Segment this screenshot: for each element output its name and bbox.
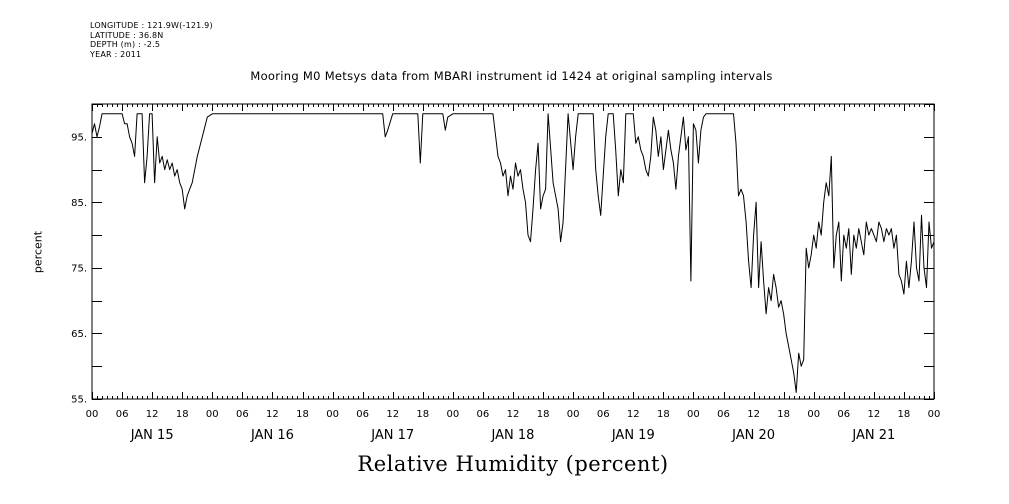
x-axis-ticks: 00 06 12 18 00 06 12 18 00 06 12 18 00 06 12 18 00 06 12 18… [86, 104, 941, 443]
x-tick-label: 06 [477, 409, 490, 420]
x-tick-label: 18 [537, 409, 550, 420]
humidity-series-line [91, 113, 935, 393]
x-tick-label: 12 [386, 409, 399, 420]
plot-frame [91, 103, 935, 400]
x-day-label: JAN 19 [611, 428, 655, 443]
x-tick-label: 00 [928, 409, 941, 420]
y-tick-label: 85. [71, 198, 87, 209]
x-tick-label: 00 [206, 409, 219, 420]
x-tick-label: 18 [416, 409, 429, 420]
x-tick-label: 12 [146, 409, 159, 420]
x-tick-label: 00 [446, 409, 459, 420]
y-tick-label: 75. [71, 263, 87, 274]
x-day-label: JAN 21 [851, 428, 895, 443]
x-tick-label: 06 [837, 409, 850, 420]
longitude-label: LONGITUDE : 121.9W(-121.9) [90, 21, 213, 30]
x-day-label: JAN 20 [731, 428, 775, 443]
location-metadata: LONGITUDE : 121.9W(-121.9) LATITUDE : 36… [90, 21, 213, 59]
x-tick-label: 12 [867, 409, 880, 420]
x-tick-label: 06 [236, 409, 249, 420]
x-tick-label: 12 [747, 409, 760, 420]
x-tick-label: 06 [717, 409, 730, 420]
chart-title: Mooring M0 Metsys data from MBARI instru… [250, 69, 773, 83]
depth-label: DEPTH (m) : -2.5 [90, 40, 161, 49]
y-tick-label: 95. [71, 132, 87, 143]
x-tick-label: 18 [657, 409, 670, 420]
latitude-label: LATITUDE : 36.8N [90, 30, 164, 40]
x-day-label: JAN 17 [370, 428, 414, 443]
x-tick-label: 18 [296, 409, 309, 420]
x-tick-label: 18 [777, 409, 790, 420]
x-day-label: JAN 16 [250, 428, 294, 443]
plot-border [91, 103, 935, 400]
x-day-label: JAN 18 [491, 428, 535, 443]
y-tick-label: 65. [71, 329, 87, 340]
x-tick-label: 06 [356, 409, 369, 420]
x-tick-label: 18 [898, 409, 911, 420]
x-tick-label: 00 [86, 409, 99, 420]
x-tick-label: 00 [807, 409, 820, 420]
x-axis-title: Relative Humidity (percent) [357, 452, 669, 476]
x-tick-label: 00 [326, 409, 339, 420]
y-tick-label: 55. [71, 395, 87, 406]
x-tick-label: 00 [567, 409, 580, 420]
x-tick-label: 12 [266, 409, 279, 420]
x-tick-label: 12 [627, 409, 640, 420]
x-tick-label: 12 [507, 409, 520, 420]
data-series [91, 113, 935, 393]
x-tick-label: 06 [597, 409, 610, 420]
x-tick-label: 00 [687, 409, 700, 420]
y-axis-ticks: 95. 85. 75. 65. 55. [71, 104, 934, 406]
year-label: YEAR : 2011 [90, 49, 142, 59]
x-tick-label: 06 [116, 409, 129, 420]
x-day-label: JAN 15 [130, 428, 174, 443]
x-tick-label: 18 [176, 409, 189, 420]
